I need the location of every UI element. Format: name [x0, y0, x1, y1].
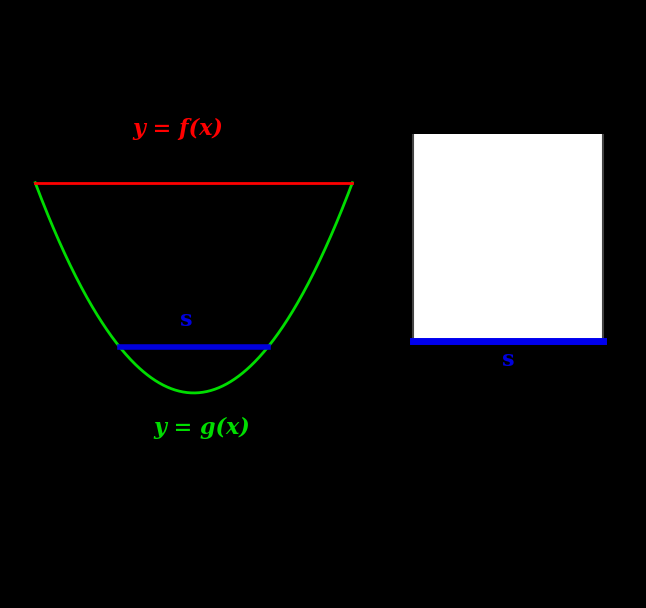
Text: s: s [180, 309, 192, 331]
Text: s: s [502, 348, 514, 370]
Text: y = f(x): y = f(x) [132, 118, 224, 140]
Text: base view: base view [131, 444, 256, 464]
Text: y = g(x): y = g(x) [153, 416, 250, 438]
Text: cross-section: cross-section [430, 373, 586, 393]
Bar [413, 121, 603, 340]
